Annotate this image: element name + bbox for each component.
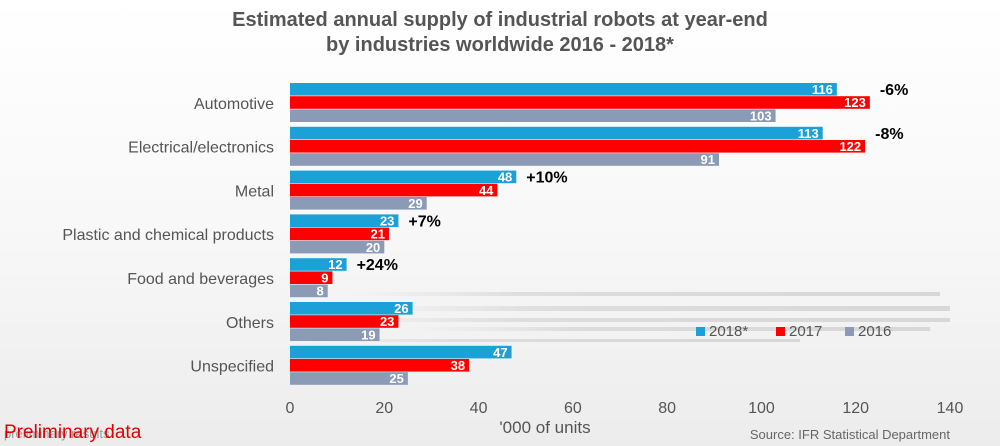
data-label-plastic-and-chemical-products-2016: 20 (366, 240, 380, 255)
legend-swatch-2016 (845, 327, 854, 336)
source-note: Source: IFR Statistical Department (749, 427, 950, 442)
category-label-others: Others (226, 315, 274, 332)
data-label-metal-2017: 44 (479, 183, 494, 198)
x-axis-title: '000 of units (499, 418, 591, 437)
data-label-others-2016: 19 (361, 327, 375, 342)
x-tick-label-120: 120 (842, 400, 869, 417)
background-decoration (300, 292, 950, 342)
legend-label-2016: 2016 (858, 323, 891, 340)
data-label-electrical-electronics-2017: 122 (839, 139, 861, 154)
x-tick-label-80: 80 (658, 400, 676, 417)
legend-label-2018: 2018* (709, 323, 748, 340)
bar-food-and-beverages-2016 (290, 284, 328, 298)
data-label-food-and-beverages-2018: 12 (328, 257, 342, 272)
bar-plastic-and-chemical-products-2017 (290, 227, 389, 241)
x-tick-label-20: 20 (375, 400, 393, 417)
category-label-unspecified: Unspecified (190, 359, 274, 376)
bar-electrical-electronics-2018 (290, 126, 823, 140)
bar-automotive-2018 (290, 83, 837, 96)
bar-electrical-electronics-2016 (290, 153, 719, 166)
data-label-metal-2018: 48 (498, 170, 512, 185)
data-label-food-and-beverages-2017: 9 (321, 270, 328, 285)
preliminary-note: Preliminary data (4, 422, 142, 443)
x-tick-label-0: 0 (286, 400, 295, 417)
data-label-unspecified-2016: 25 (389, 371, 403, 386)
legend-label-2017: 2017 (789, 323, 822, 340)
growth-annotation-food-and-beverages: +24% (357, 257, 398, 274)
data-label-plastic-and-chemical-products-2017: 21 (371, 227, 385, 242)
bar-plastic-and-chemical-products-2018 (290, 214, 399, 227)
bar-metal-2016 (290, 197, 427, 210)
bar-unspecified-2016 (290, 372, 408, 385)
data-label-automotive-2016: 103 (750, 108, 772, 123)
chart-title: Estimated annual supply of industrial ro… (0, 8, 1000, 58)
legend-swatch-2018 (696, 327, 705, 336)
bar-metal-2018 (290, 170, 517, 184)
bar-automotive-2017 (290, 96, 870, 109)
preliminary-ghost-note: preliminary results (4, 426, 110, 441)
chart-title-line-1: Estimated annual supply of industrial ro… (232, 9, 768, 31)
category-label-electrical-electronics: Electrical/electronics (128, 140, 274, 157)
data-label-electrical-electronics-2016: 91 (701, 152, 715, 167)
bar-others-2017 (290, 315, 399, 328)
data-label-metal-2016: 29 (408, 196, 422, 211)
category-label-food-and-beverages: Food and beverages (127, 271, 274, 288)
category-label-plastic-and-chemical-products: Plastic and chemical products (62, 227, 274, 244)
category-label-automotive: Automotive (194, 96, 274, 113)
data-label-others-2018: 26 (394, 301, 408, 316)
data-label-automotive-2017: 123 (844, 95, 866, 110)
growth-annotation-metal: +10% (526, 170, 567, 187)
category-label-metal: Metal (235, 183, 274, 200)
x-tick-label-100: 100 (748, 400, 775, 417)
data-label-unspecified-2017: 38 (451, 358, 465, 373)
x-tick-label-140: 140 (937, 400, 964, 417)
bar-food-and-beverages-2017 (290, 271, 333, 284)
data-label-electrical-electronics-2018: 113 (798, 126, 819, 141)
data-label-automotive-2018: 116 (812, 82, 833, 97)
growth-annotation-automotive: -6% (880, 82, 908, 99)
bar-automotive-2016 (290, 109, 776, 122)
bar-metal-2017 (290, 183, 498, 197)
bar-plastic-and-chemical-products-2016 (290, 240, 385, 254)
growth-annotation-plastic-and-chemical-products: +7% (408, 213, 440, 230)
bar-electrical-electronics-2017 (290, 140, 866, 153)
data-label-others-2017: 23 (380, 314, 394, 329)
bar-others-2016 (290, 328, 380, 341)
data-label-plastic-and-chemical-products-2018: 23 (380, 213, 394, 228)
x-tick-label-60: 60 (564, 400, 582, 417)
bar-unspecified-2018 (290, 345, 512, 359)
chart-title-line-2: by industries worldwide 2016 - 2018* (326, 34, 674, 56)
growth-annotation-electrical-electronics: -8% (875, 126, 903, 143)
bar-others-2018 (290, 302, 413, 315)
x-tick-label-40: 40 (470, 400, 488, 417)
data-label-unspecified-2018: 47 (493, 345, 507, 360)
data-label-food-and-beverages-2016: 8 (316, 284, 323, 299)
bar-unspecified-2017 (290, 359, 470, 372)
bar-food-and-beverages-2018 (290, 258, 347, 271)
legend-swatch-2017 (776, 327, 785, 336)
